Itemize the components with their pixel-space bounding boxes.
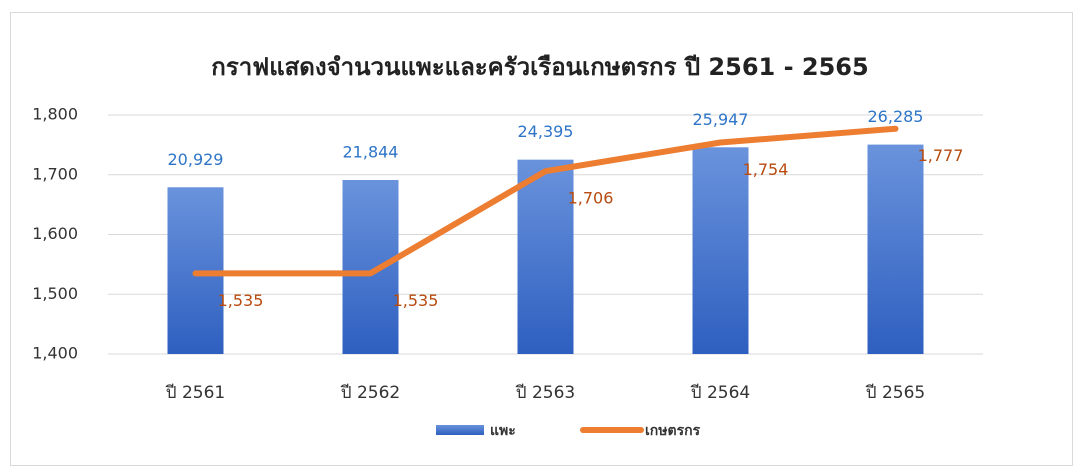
bar <box>867 144 924 354</box>
y-tick-label: 1,400 <box>32 344 78 363</box>
y-tick-label: 1,500 <box>32 284 78 303</box>
bar-value-label: 21,844 <box>343 142 399 161</box>
x-tick-label: ปี 2563 <box>515 383 575 403</box>
bar-value-label: 24,395 <box>518 122 574 141</box>
chart-title: กราฟแสดงจำนวนแพะและครัวเรือนเกษตรกร ปี 2… <box>211 53 868 81</box>
line-value-label: 1,754 <box>743 160 789 179</box>
line-value-label: 1,535 <box>393 291 439 310</box>
line <box>192 125 899 277</box>
x-tick-label: ปี 2562 <box>340 383 400 403</box>
bar-value-label: 20,929 <box>168 150 224 169</box>
legend-label: แพะ <box>490 423 516 439</box>
legend-label: เกษตรกร <box>645 423 701 439</box>
legend-swatch <box>436 425 484 435</box>
line-value-label: 1,706 <box>568 189 614 208</box>
x-tick-label: ปี 2564 <box>690 383 750 403</box>
line-value-label: 1,777 <box>918 146 964 165</box>
x-tick-label: ปี 2565 <box>865 383 925 403</box>
bar-value-label: 26,285 <box>868 107 924 126</box>
y-tick-label: 1,800 <box>32 105 78 124</box>
line-value-label: 1,535 <box>218 291 264 310</box>
bar-value-label: 25,947 <box>693 110 749 129</box>
y-tick-label: 1,600 <box>32 224 78 243</box>
x-tick-label: ปี 2561 <box>165 383 225 403</box>
bar <box>342 179 399 354</box>
y-tick-label: 1,700 <box>32 164 78 183</box>
bar <box>517 159 574 354</box>
bar <box>692 147 749 354</box>
